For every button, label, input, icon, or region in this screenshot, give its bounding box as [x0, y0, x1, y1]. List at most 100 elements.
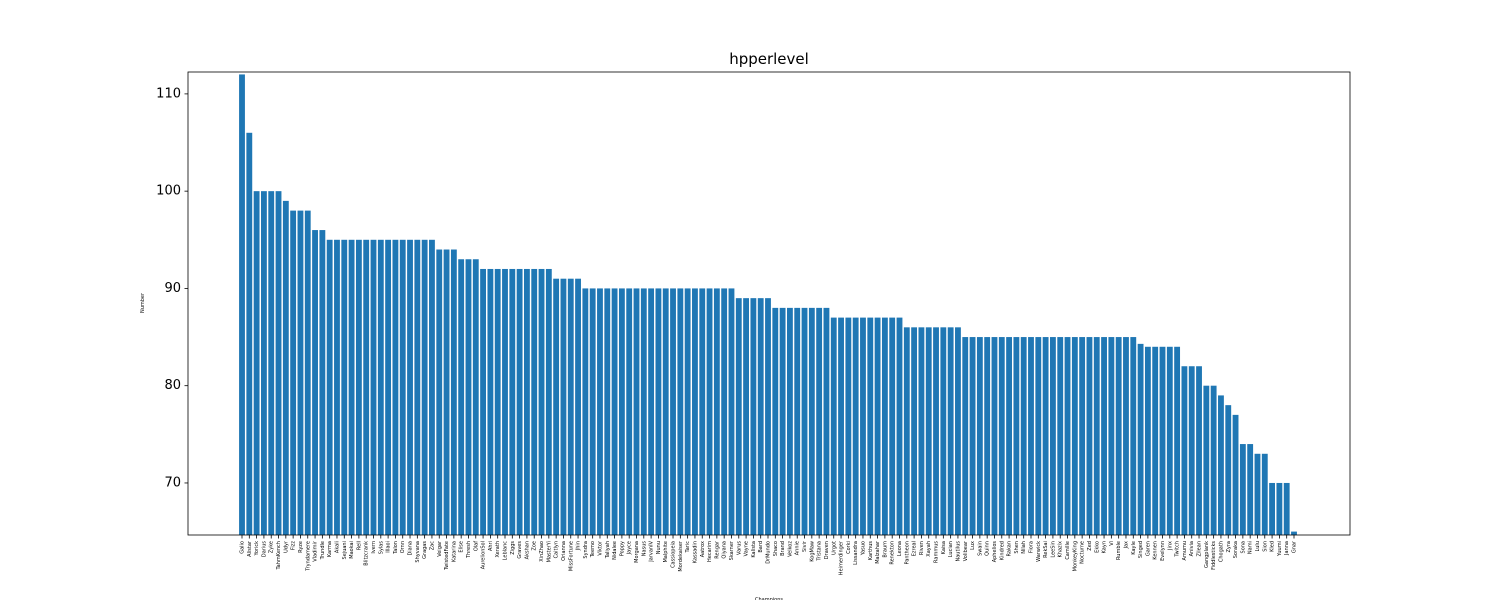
x-tick-label: Garen [1145, 541, 1151, 556]
x-tick-label: Sejuani [342, 541, 348, 559]
bar [830, 317, 837, 535]
x-tick-label: Evelynn [1160, 541, 1166, 561]
bar [494, 268, 501, 535]
bar [1174, 346, 1181, 535]
bar [618, 288, 625, 535]
x-tick-label: Twitch [1175, 541, 1181, 558]
bar [984, 337, 991, 535]
x-tick-label: Bard [758, 541, 764, 553]
bar [1006, 337, 1013, 535]
bar [297, 210, 304, 535]
x-tick-label: Trundle [320, 541, 326, 560]
x-tick-label: Fizz [291, 541, 297, 551]
bar [597, 288, 603, 535]
y-tick-label: 100 [156, 184, 181, 199]
x-tick-label: Sona [1240, 541, 1246, 553]
bar [998, 337, 1005, 535]
x-tick-label: Blitzcrank [364, 541, 370, 566]
x-tick-label: RekSai [1043, 541, 1049, 558]
x-tick-label: Brand [780, 541, 786, 556]
bar [765, 298, 771, 535]
x-tick-label: Shen [1014, 541, 1020, 554]
chart-title: hpperlevel [729, 50, 809, 68]
bar [1042, 337, 1049, 535]
x-tick-label: Olaf [473, 541, 479, 551]
bar [786, 307, 793, 535]
x-tick-label: Ornn [400, 541, 406, 553]
x-tick-label: Lux [970, 541, 976, 550]
bar [429, 239, 435, 535]
bar [1093, 337, 1100, 535]
bar [874, 317, 881, 535]
bar [1035, 337, 1042, 535]
x-tick-label: MasterYi [546, 541, 552, 562]
x-tick-label: AurelionSol [481, 541, 487, 569]
x-tick-label: Karthus [868, 541, 874, 561]
bar [940, 327, 947, 535]
x-tick-label: Braum [882, 541, 888, 558]
bar [845, 317, 852, 535]
x-tick-label: Camille [1065, 541, 1071, 560]
x-tick-label: Viktor [597, 540, 603, 556]
bar [239, 74, 245, 535]
bar [933, 327, 939, 535]
y-tick-label: 90 [164, 281, 181, 296]
bar [414, 239, 421, 535]
x-tick-label: Nidalee [612, 541, 618, 560]
x-tick-label: Varus [736, 541, 742, 555]
bar [991, 337, 998, 535]
bar [670, 288, 676, 535]
bar [626, 288, 633, 535]
x-tick-label: Katarina [451, 541, 457, 562]
x-tick-label: Nautilus [955, 541, 961, 562]
x-tick-label: Teemo [590, 541, 596, 558]
bar [509, 268, 516, 535]
bar [1261, 453, 1268, 535]
x-tick-label: Ahri [488, 541, 494, 551]
bar [1013, 337, 1020, 535]
bar [1254, 453, 1261, 535]
bar [1101, 337, 1107, 535]
x-tick-label: MonkeyKing [1072, 541, 1078, 571]
bar [385, 239, 392, 535]
bar [260, 191, 267, 535]
x-tick-label: Zyke [269, 541, 275, 553]
x-tick-label: XinZhao [539, 541, 545, 562]
y-tick-label: 70 [164, 475, 181, 490]
x-tick-label: TwistedFate [444, 541, 450, 571]
x-tick-label: Urgot [831, 541, 837, 555]
x-tick-label: Heimerdinger [839, 540, 845, 575]
x-tick-label: MissFortune [568, 541, 574, 571]
bar [1159, 346, 1166, 535]
x-tick-label: Karma [327, 541, 333, 557]
bar [677, 288, 684, 535]
x-tick-label: Shaco [773, 541, 779, 556]
bar [662, 288, 669, 535]
x-tick-label: Warwick [1036, 541, 1042, 562]
x-tick-label: Kalista [751, 541, 757, 558]
x-tick-label: Akali [334, 541, 340, 553]
bar [728, 288, 735, 535]
bar [1144, 346, 1151, 535]
bar [1225, 405, 1232, 535]
bar [735, 298, 742, 535]
x-tick-label: Jayce [627, 541, 633, 555]
x-tick-label: Nasus [641, 541, 647, 557]
bar [699, 288, 706, 535]
bar [1269, 482, 1276, 535]
x-tick-label: Ivern [371, 541, 377, 554]
x-tick-label: Renekton [890, 541, 896, 565]
x-tick-label: Tryndamere [305, 541, 311, 572]
bar [392, 239, 399, 535]
bar [1276, 482, 1283, 535]
x-tick-label: Talon [393, 541, 399, 555]
x-tick-label: Fiddlesticks [1211, 541, 1217, 570]
bar [545, 268, 552, 535]
x-tick-label: Akshan [524, 541, 530, 559]
bar [1123, 337, 1129, 535]
x-tick-label: Ezreal [912, 541, 918, 556]
bar [955, 327, 961, 535]
bar [1020, 337, 1027, 535]
x-tick-label: Jhin [576, 541, 582, 551]
bar [1291, 531, 1297, 535]
